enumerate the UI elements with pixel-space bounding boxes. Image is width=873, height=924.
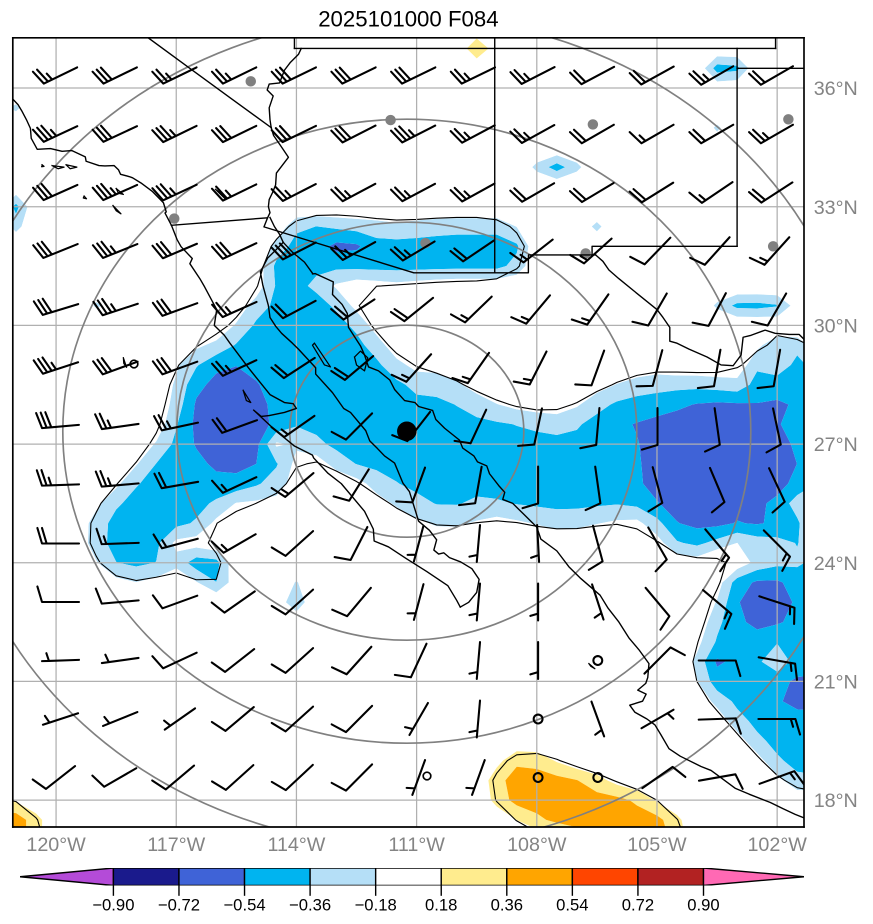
svg-text:114°W: 114°W xyxy=(267,834,325,856)
svg-text:−0.54: −0.54 xyxy=(223,896,265,915)
svg-text:2025101000 F084: 2025101000 F084 xyxy=(318,7,498,32)
svg-text:105°W: 105°W xyxy=(627,834,687,856)
svg-text:0.54: 0.54 xyxy=(556,896,588,915)
svg-text:21°N: 21°N xyxy=(814,672,858,694)
svg-text:18°N: 18°N xyxy=(814,790,858,812)
svg-text:−0.72: −0.72 xyxy=(158,896,200,915)
svg-text:33°N: 33°N xyxy=(814,197,858,219)
svg-text:102°W: 102°W xyxy=(747,834,807,856)
svg-text:−0.36: −0.36 xyxy=(289,896,331,915)
svg-text:−0.18: −0.18 xyxy=(355,896,397,915)
svg-text:36°N: 36°N xyxy=(814,78,858,100)
svg-text:117°W: 117°W xyxy=(147,834,205,856)
svg-text:0.18: 0.18 xyxy=(425,896,457,915)
svg-text:111°W: 111°W xyxy=(388,834,445,856)
svg-text:0.72: 0.72 xyxy=(622,896,654,915)
svg-text:−0.90: −0.90 xyxy=(92,896,134,915)
svg-text:0.90: 0.90 xyxy=(687,896,719,915)
svg-text:30°N: 30°N xyxy=(814,316,858,338)
svg-text:0.36: 0.36 xyxy=(491,896,523,915)
svg-text:108°W: 108°W xyxy=(507,834,567,856)
svg-text:24°N: 24°N xyxy=(814,553,858,575)
svg-text:120°W: 120°W xyxy=(26,834,86,856)
svg-text:27°N: 27°N xyxy=(814,434,858,456)
